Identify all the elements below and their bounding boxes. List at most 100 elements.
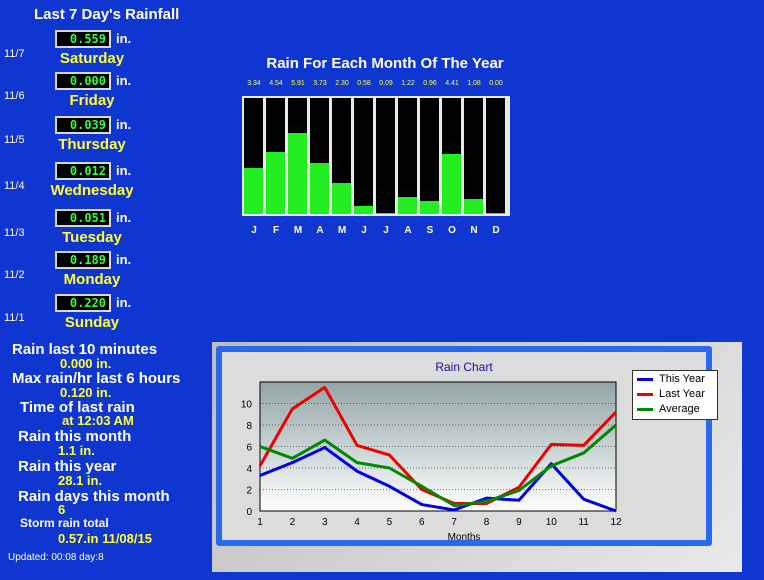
day-row: 11/3 0.051 in. Tuesday [0,209,200,253]
month-value-label: 4.54 [269,80,283,87]
month-bar [376,98,395,214]
month-bar [486,98,505,214]
month-bar [266,98,285,214]
month-bar-fill [420,201,439,214]
legend-item-this-year: This Year [633,372,717,386]
unit-label: in. [116,210,132,225]
unit-label: in. [116,252,132,267]
x-tick-label: 1 [257,517,263,528]
day-date: 11/7 [4,48,25,60]
y-tick-label: 6 [246,443,252,454]
month-bar-fill [266,152,285,214]
month-bar [398,98,417,214]
y-tick-label: 4 [246,464,252,475]
chart-legend: This Year Last Year Average [632,370,718,420]
month-axis-label: A [404,225,412,236]
month-axis-label: J [251,225,257,236]
x-tick-label: 3 [322,517,328,528]
unit-label: in. [116,295,132,310]
month-value-label: 5.91 [291,80,305,87]
rain-value-display: 0.039 [55,116,111,134]
month-bar [288,98,307,214]
storm-rain-label: Storm rain total [20,516,109,530]
day-date: 11/1 [4,312,25,324]
rain-value-display: 0.559 [55,30,111,48]
month-value-label: 1.22 [401,80,415,87]
y-tick-label: 8 [246,421,252,432]
y-tick-label: 10 [241,400,253,411]
series-line-this-year [259,446,617,513]
month-bar [332,98,351,214]
x-tick-label: 7 [451,517,457,528]
y-tick-label: 2 [246,486,252,497]
month-bar-fill [442,154,461,214]
x-tick-label: 2 [290,517,296,528]
day-name: Monday [63,271,121,288]
month-axis-label: M [293,225,303,236]
month-value-label: 3.34 [247,80,261,87]
month-axis-label: J [383,225,389,236]
rain-value-display: 0.189 [55,251,111,269]
day-date: 11/4 [4,180,25,192]
unit-label: in. [116,73,132,88]
month-bar-fill [332,183,351,214]
month-rain-value: 1.1 in. [58,443,95,458]
day-date: 11/5 [4,134,25,146]
max-rain-value: 0.120 in. [60,385,112,400]
updated-timestamp: Updated: 00:08 day:8 [8,552,104,563]
day-row: 11/6 0.000 in. Friday [0,72,200,116]
day-name: Sunday [64,314,120,331]
month-bar-fill [310,163,329,214]
month-rain-label: Rain this month [18,428,132,445]
rain-chart-container: Rain Chart 0 2 4 6 8 10 1 2 3 4 5 6 7 8 9 10 11 12 This Y… [212,342,742,572]
storm-rain-value: 0.57.in 11/08/15 [58,531,152,546]
month-value-label: 1.08 [467,80,481,87]
month-bar-fill [376,213,395,214]
x-axis-label: Months [447,532,481,543]
last-rain-label: Time of last rain [20,399,135,416]
legend-label: This Year [659,373,705,385]
month-bar [442,98,461,214]
month-axis-label: F [272,225,280,236]
day-row: 11/7 0.559 in. Saturday [0,30,200,74]
day-date: 11/2 [4,269,25,281]
month-value-label: 0.09 [379,80,393,87]
max-rain-label: Max rain/hr last 6 hours [12,370,181,387]
legend-item-average: Average [633,402,717,416]
month-value-label: 2.30 [335,80,349,87]
month-bar-chart [242,96,510,216]
month-value-label: 4.41 [445,80,459,87]
month-bar [464,98,483,214]
rain-chart-area: Rain Chart 0 2 4 6 8 10 1 2 3 4 5 6 7 8 9 10 11 12 This Y… [222,352,718,543]
month-chart-title: Rain For Each Month Of The Year [266,55,504,72]
day-row: 11/1 0.220 in. Sunday [0,294,200,338]
month-value-label: 3.73 [313,80,327,87]
rain-chart-panel: Rain Chart 0 2 4 6 8 10 1 2 3 4 5 6 7 8 9 10 11 12 This Y… [216,346,718,546]
day-date: 11/6 [4,90,25,102]
rain-10min-label: Rain last 10 minutes [12,341,158,358]
legend-line-green [637,408,653,411]
day-name: Tuesday [62,229,122,246]
month-axis-label: N [470,225,478,236]
legend-item-last-year: Last Year [633,387,717,401]
day-date: 11/3 [4,227,25,239]
unit-label: in. [116,117,132,132]
day-name: Wednesday [50,182,134,199]
month-bar [244,98,263,214]
x-tick-label: 12 [610,517,622,528]
day-row: 11/4 0.012 in. Wednesday [0,162,200,206]
rain-chart-title: Rain Chart [435,360,493,374]
rain-value-display: 0.051 [55,209,111,227]
rain-10min-value: 0.000 in. [60,356,112,371]
month-bar-fill [354,206,373,214]
legend-line-blue [637,378,653,381]
x-tick-label: 4 [354,517,360,528]
rain-value-display: 0.000 [55,72,111,90]
day-name: Friday [69,92,115,109]
day-row: 11/2 0.189 in. Monday [0,251,200,295]
page-title: Last 7 Day's Rainfall [34,6,180,23]
x-tick-label: 11 [578,517,589,528]
x-tick-label: 9 [516,517,522,528]
year-rain-value: 28.1 in. [58,473,103,488]
